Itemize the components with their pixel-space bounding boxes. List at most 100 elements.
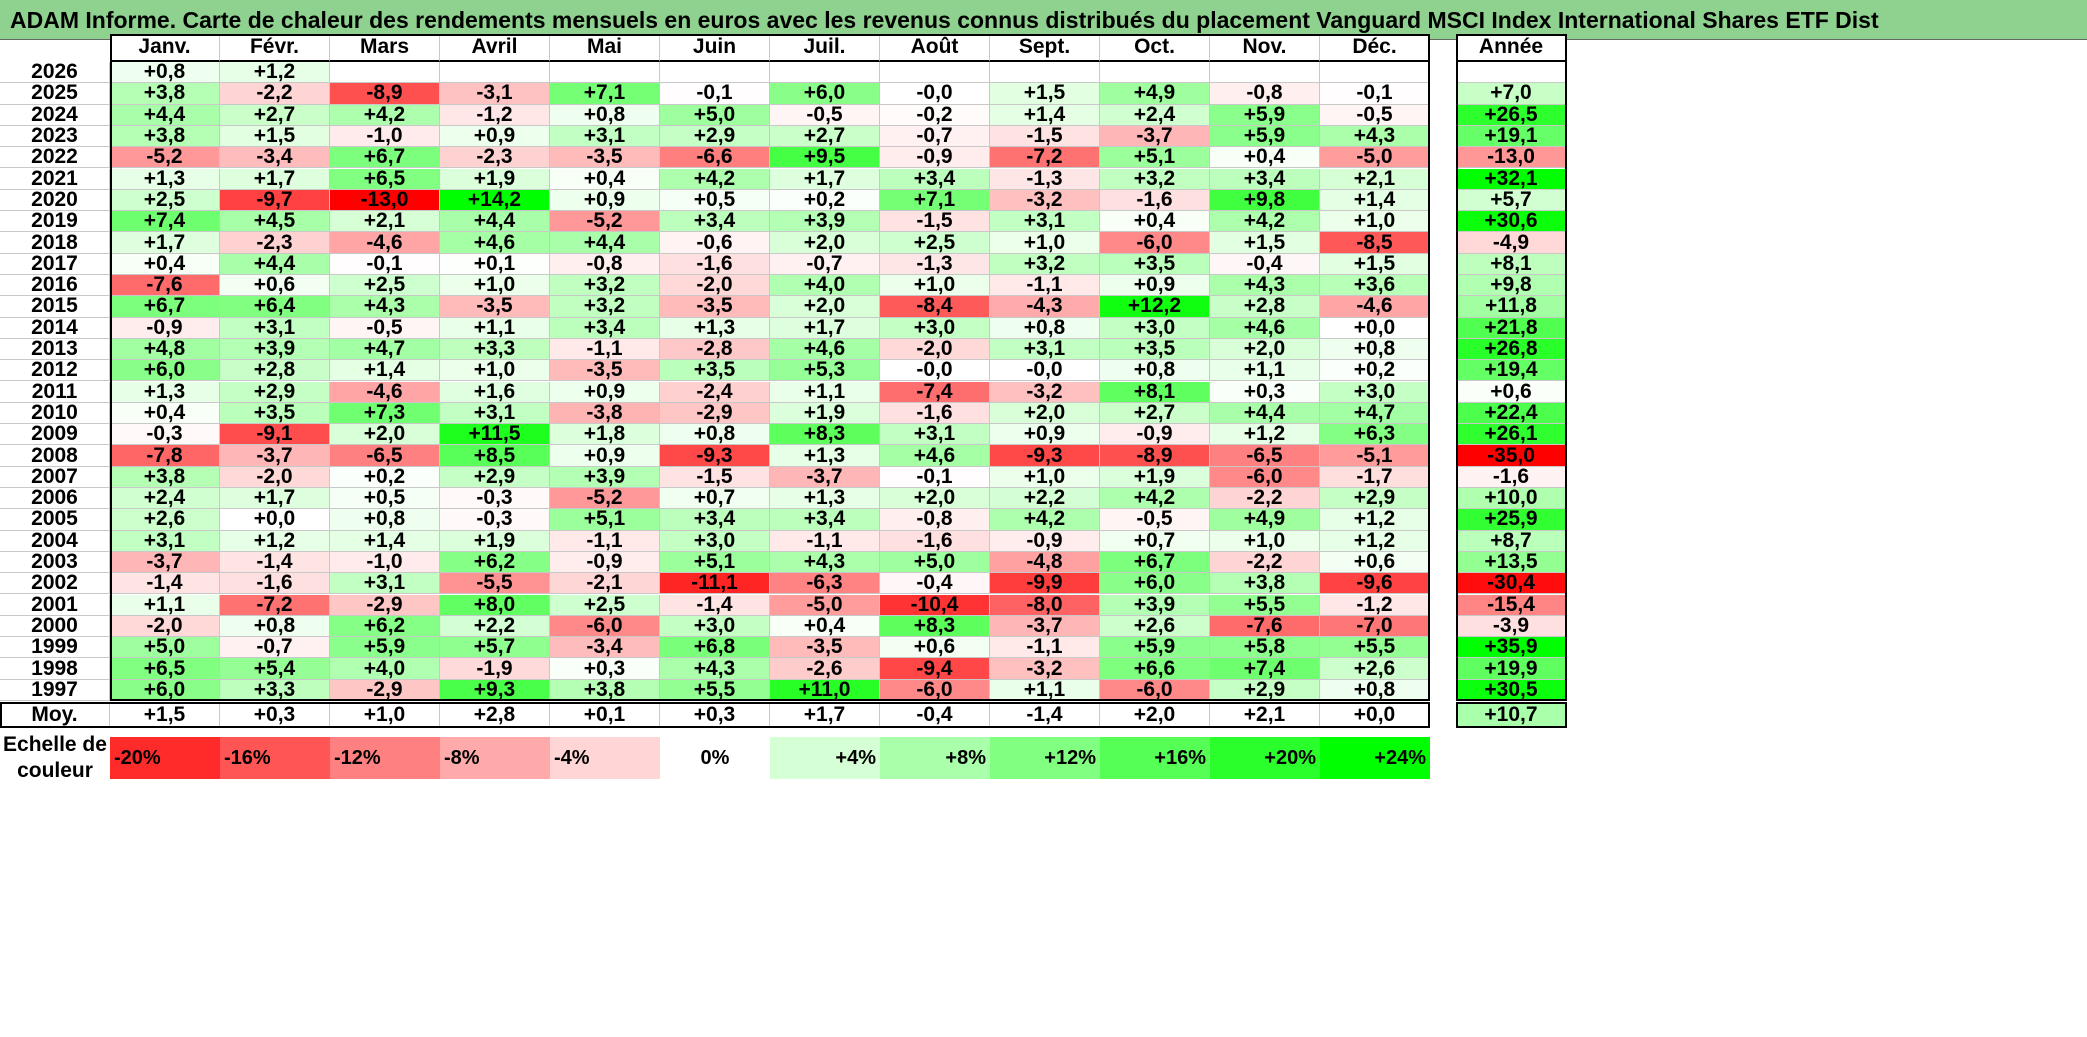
heatmap-cell: +0,4: [1210, 145, 1320, 169]
heatmap-cell: -2,2: [220, 81, 330, 105]
heatmap-cell: +4,4: [550, 231, 660, 254]
heatmap-cell: [660, 62, 770, 84]
heatmap-cell: +2,0: [990, 401, 1100, 425]
heatmap-cell: -0,7: [770, 252, 880, 275]
heatmap-cell: [880, 62, 990, 84]
heatmap-cell: +2,5: [550, 593, 660, 616]
heatmap-cell: -3,7: [110, 550, 220, 574]
month-header: Avril: [440, 34, 550, 62]
heatmap-cell: +3,3: [220, 678, 330, 701]
heatmap-cell: +4,6: [770, 337, 880, 361]
heatmap-cell: +1,0: [990, 465, 1100, 488]
year-label: 2024: [0, 103, 110, 126]
heatmap-cell: +5,0: [110, 635, 220, 659]
heatmap-cell: +2,4: [110, 486, 220, 510]
heatmap-cell: -0,9: [1100, 422, 1210, 446]
annual-return-cell: -13,0: [1456, 145, 1567, 169]
year-label: 2009: [0, 422, 110, 446]
heatmap-cell: +2,0: [770, 231, 880, 254]
annual-return-cell: +30,6: [1456, 209, 1567, 233]
heatmap-cell: +3,2: [550, 294, 660, 318]
heatmap-cell: -1,6: [660, 252, 770, 275]
heatmap-cell: +2,2: [990, 486, 1100, 510]
heatmap-cell: +3,5: [1100, 252, 1210, 275]
heatmap-cell: -13,0: [330, 188, 440, 212]
heatmap-cell: -5,0: [1320, 145, 1430, 169]
color-scale-label-line: Echelle de: [3, 733, 107, 756]
year-label: 2006: [0, 486, 110, 510]
heatmap-cell: +0,4: [550, 167, 660, 190]
heatmap-cell: +0,7: [660, 486, 770, 510]
heatmap-cell: -0,7: [880, 124, 990, 148]
heatmap-cell: +3,4: [1210, 167, 1320, 190]
heatmap-cell: +2,7: [1100, 401, 1210, 425]
average-cell: +0,1: [550, 702, 660, 728]
heatmap-cell: -2,3: [220, 231, 330, 254]
year-label: 2017: [0, 252, 110, 275]
heatmap-cell: +4,2: [660, 167, 770, 190]
heatmap-cell: +0,3: [1210, 380, 1320, 403]
heatmap-cell: -3,2: [990, 657, 1100, 680]
heatmap-cell: -10,4: [880, 593, 990, 616]
heatmap-cell: +1,4: [990, 103, 1100, 126]
heatmap-cell: +7,4: [1210, 657, 1320, 680]
heatmap-cell: +1,5: [220, 124, 330, 148]
heatmap-cell: -9,3: [660, 444, 770, 467]
heatmap-cell: -5,5: [440, 571, 550, 595]
heatmap-cell: +3,1: [110, 529, 220, 552]
average-cell: +0,3: [220, 702, 330, 728]
heatmap-cell: +9,5: [770, 145, 880, 169]
heatmap-cell: +3,2: [550, 273, 660, 297]
heatmap-cell: -1,0: [330, 124, 440, 148]
heatmap-cell: +1,9: [440, 167, 550, 190]
heatmap-cell: [550, 62, 660, 84]
year-label: 2011: [0, 380, 110, 403]
heatmap-cell: +4,2: [990, 507, 1100, 531]
heatmap-cell: -2,9: [330, 678, 440, 701]
month-header: Janv.: [110, 34, 220, 62]
heatmap-cell: +5,7: [440, 635, 550, 659]
heatmap-cell: +2,7: [770, 124, 880, 148]
heatmap-cell: +0,0: [1320, 316, 1430, 339]
heatmap-cell: +3,1: [880, 422, 990, 446]
heatmap-cell: +3,9: [1100, 593, 1210, 616]
heatmap-cell: +1,3: [660, 316, 770, 339]
heatmap-cell: +3,5: [660, 358, 770, 382]
heatmap-cell: +4,4: [1210, 401, 1320, 425]
annual-return-cell: +0,6: [1456, 380, 1567, 403]
heatmap-cell: -0,3: [440, 486, 550, 510]
heatmap-cell: +0,4: [1100, 209, 1210, 233]
heatmap-cell: -3,4: [220, 145, 330, 169]
year-label: 2015: [0, 294, 110, 318]
heatmap-cell: +1,0: [440, 273, 550, 297]
heatmap-cell: +3,9: [770, 209, 880, 233]
heatmap-cell: +0,2: [1320, 358, 1430, 382]
heatmap-cell: +3,9: [550, 465, 660, 488]
heatmap-cell: -5,0: [770, 593, 880, 616]
heatmap-cell: +3,0: [660, 529, 770, 552]
heatmap-cell: +6,7: [110, 294, 220, 318]
heatmap-cell: -2,1: [550, 571, 660, 595]
heatmap-cell: +1,1: [770, 380, 880, 403]
heatmap-cell: +2,8: [220, 358, 330, 382]
heatmap-cell: +4,5: [220, 209, 330, 233]
heatmap-cell: +8,0: [440, 593, 550, 616]
heatmap-cell: -7,4: [880, 380, 990, 403]
month-header: Mars: [330, 34, 440, 62]
heatmap-cell: +3,8: [550, 678, 660, 701]
color-scale-swatch: -20%: [110, 737, 220, 779]
heatmap-cell: +3,9: [220, 337, 330, 361]
heatmap-cell: +4,0: [330, 657, 440, 680]
heatmap-cell: -1,2: [1320, 593, 1430, 616]
heatmap-cell: +2,0: [880, 486, 990, 510]
heatmap-cell: -0,5: [330, 316, 440, 339]
heatmap-cell: +11,0: [770, 678, 880, 701]
heatmap-cell: -3,5: [550, 145, 660, 169]
average-label: Moy.: [0, 702, 110, 728]
heatmap-cell: +2,1: [330, 209, 440, 233]
heatmap-cell: -0,9: [110, 316, 220, 339]
heatmap-cell: +0,9: [550, 188, 660, 212]
heatmap-cell: +6,0: [1100, 571, 1210, 595]
heatmap-cell: +2,7: [220, 103, 330, 126]
heatmap-cell: +4,9: [1100, 81, 1210, 105]
